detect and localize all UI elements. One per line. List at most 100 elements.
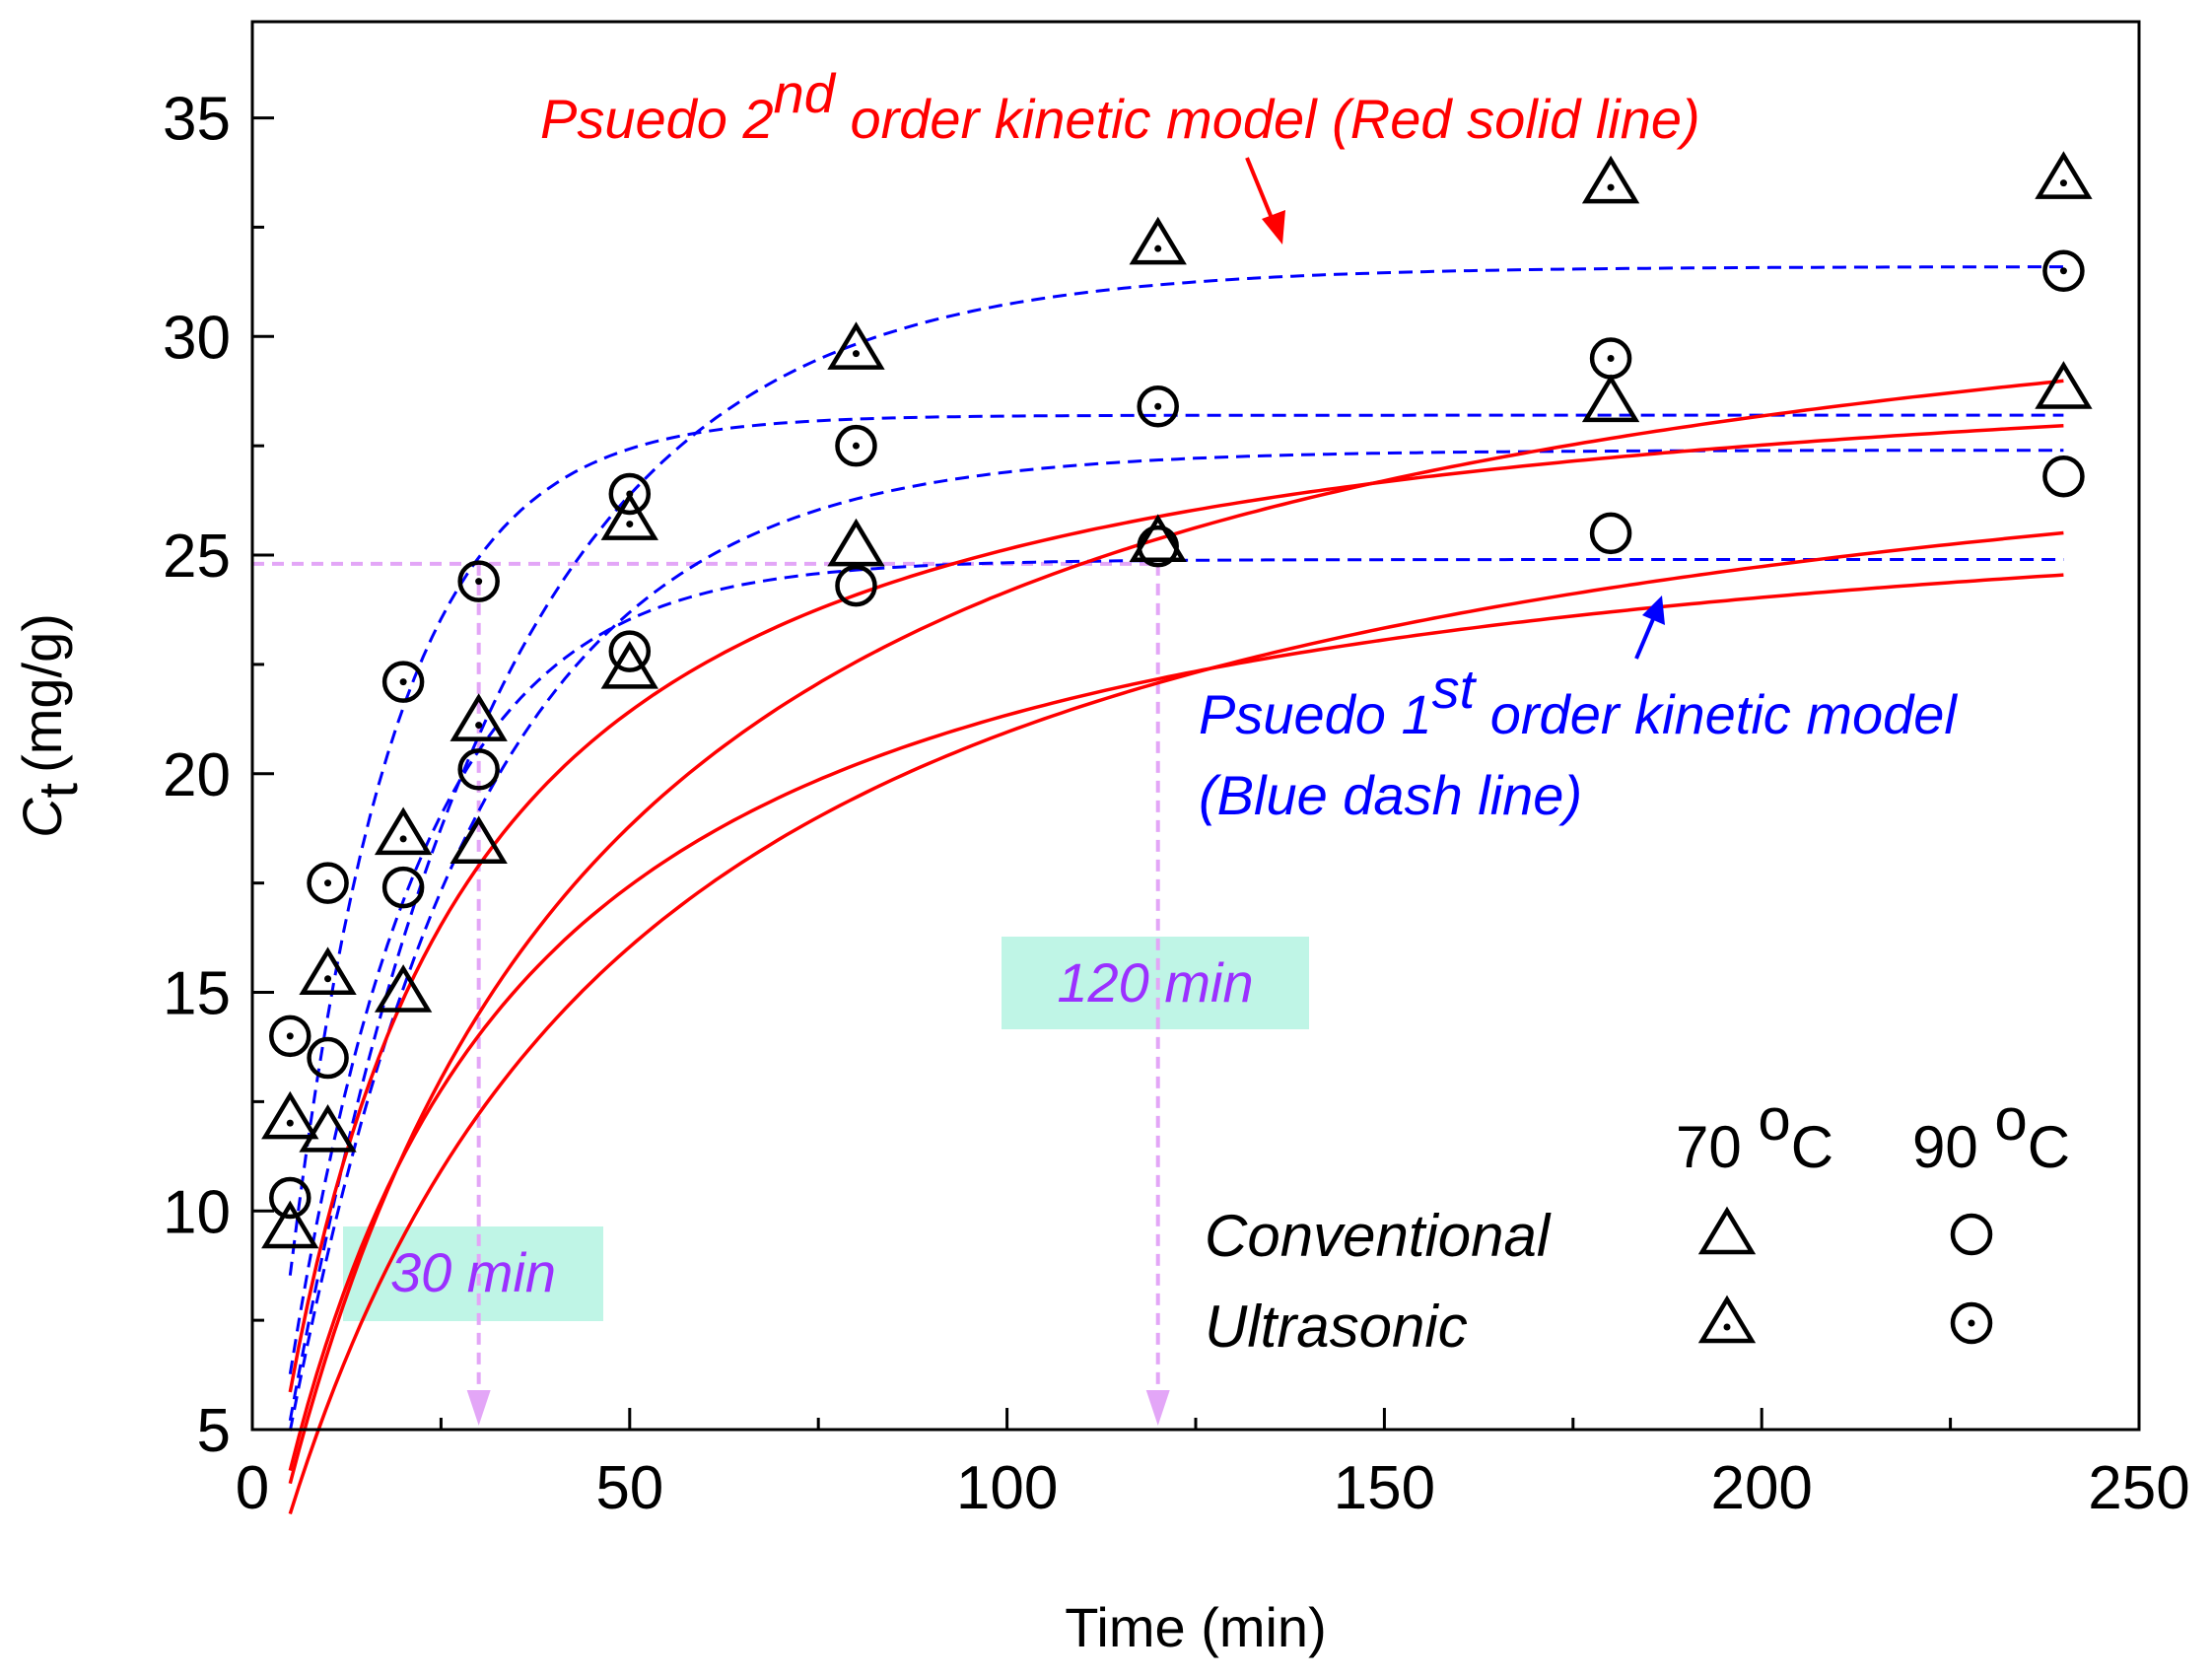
data-point xyxy=(449,815,508,864)
data-point xyxy=(600,492,658,540)
data-point xyxy=(299,1104,357,1153)
data-point-dot xyxy=(852,350,860,358)
pso-fit-line xyxy=(288,573,2064,1472)
legend-marker-triangle-dot-dot xyxy=(1723,1323,1731,1331)
y-tick-label: 20 xyxy=(163,741,231,809)
data-point-dot xyxy=(475,722,483,730)
data-point xyxy=(457,560,500,602)
blue-arrow-shaft xyxy=(1634,618,1655,660)
data-point xyxy=(449,693,508,741)
x-tick-label: 0 xyxy=(236,1454,269,1522)
legend-90-num: 90 xyxy=(1912,1114,1994,1180)
data-point-dot xyxy=(1607,183,1615,191)
data-point xyxy=(381,661,425,703)
y-tick-label: 25 xyxy=(163,523,231,591)
data-point xyxy=(2035,361,2093,409)
y-axis-title-main: C xyxy=(11,798,73,838)
data-point xyxy=(374,964,433,1013)
data-point xyxy=(261,1090,319,1140)
x-tick-label: 150 xyxy=(1334,1454,1435,1522)
data-point xyxy=(307,1036,349,1080)
x-axis-ticks: 0 50 100 150 200 250 xyxy=(236,1408,2190,1522)
data-point-dot xyxy=(852,442,860,450)
legend-marker-circle xyxy=(1950,1213,1993,1256)
data-point xyxy=(1589,512,1632,555)
y-axis-title-unit: (mg/g) xyxy=(11,613,73,773)
data-point-dot xyxy=(1154,402,1162,410)
blue-annotation-sup: st xyxy=(1432,658,1478,720)
box-120min xyxy=(1002,937,1309,1029)
data-point-dot xyxy=(1154,245,1162,252)
x-tick-label: 200 xyxy=(1710,1454,1812,1522)
blue-arrow-head xyxy=(1642,595,1665,625)
x-tick-label: 50 xyxy=(595,1454,663,1522)
data-point xyxy=(1581,155,1640,204)
data-point xyxy=(381,866,425,909)
data-point-dot xyxy=(1607,354,1615,362)
data-point-dot xyxy=(626,490,634,498)
data-point-dot xyxy=(2059,267,2067,275)
data-point xyxy=(1581,374,1640,423)
data-point xyxy=(1137,385,1179,428)
legend-marker-triangle-dot xyxy=(1697,1295,1757,1344)
blue-annotation: Psuedo 1st order kinetic model xyxy=(1199,658,1958,745)
legend-marker-circle-dot-dot xyxy=(1968,1319,1975,1327)
blue-annotation-pre: Psuedo 1 xyxy=(1199,683,1432,745)
legend-row-ultrasonic: Ultrasonic xyxy=(1205,1294,1468,1360)
x-axis-title: Time (min) xyxy=(1065,1596,1326,1658)
legend-marker-triangle xyxy=(1697,1206,1757,1255)
pso-fit-line xyxy=(288,379,2064,1485)
y-tick-label: 30 xyxy=(163,304,231,372)
data-point-dot xyxy=(399,835,407,843)
data-point xyxy=(608,630,652,672)
data-point xyxy=(299,946,357,996)
red-annotation-pre: Psuedo 2 xyxy=(540,88,774,150)
data-point-dot xyxy=(475,578,483,586)
legend-markers xyxy=(1697,1206,1993,1345)
x-tick-label: 100 xyxy=(956,1454,1058,1522)
red-annotation-sup: nd xyxy=(774,62,837,124)
red-arrow-shaft xyxy=(1245,157,1276,224)
data-point xyxy=(457,748,500,791)
data-point xyxy=(269,1176,311,1220)
data-markers xyxy=(261,151,2093,1249)
legend-row-conventional: Conventional xyxy=(1205,1203,1552,1269)
data-point xyxy=(827,518,885,567)
legend-marker-circle-dot xyxy=(1950,1301,1993,1345)
data-point xyxy=(827,321,885,370)
data-point xyxy=(835,424,877,467)
data-point xyxy=(2042,455,2085,498)
legend-col-70: 70 oC xyxy=(1676,1086,1833,1180)
pfo-fit-line xyxy=(288,449,2064,1432)
data-point-dot xyxy=(324,975,332,983)
y-axis-title-sub: t xyxy=(27,782,89,798)
data-point-dot xyxy=(2059,179,2067,187)
blue-annotation-post: order kinetic model xyxy=(1475,683,1958,745)
legend-90-unit: C xyxy=(2028,1114,2070,1180)
box-30min xyxy=(343,1226,603,1321)
data-point xyxy=(2035,151,2093,199)
legend-70-unit: C xyxy=(1791,1114,1833,1180)
reference-arrow-head xyxy=(1145,1390,1170,1426)
y-tick-label: 5 xyxy=(197,1397,231,1465)
y-tick-label: 35 xyxy=(163,86,231,154)
legend-70-deg: o xyxy=(1758,1086,1790,1153)
legend-col-90: 90 oC xyxy=(1912,1086,2070,1180)
legend: 70 oC 90 oC Conventional Ultrasonic xyxy=(1205,1086,2070,1360)
data-point xyxy=(1137,525,1179,568)
y-tick-label: 15 xyxy=(163,960,231,1028)
y-axis-ticks: 5 10 15 20 25 30 35 xyxy=(163,86,274,1465)
data-point xyxy=(1129,514,1187,562)
reference-arrow-head xyxy=(466,1390,491,1426)
pso-fit-line xyxy=(288,530,2064,1515)
legend-90-deg: o xyxy=(1994,1086,2027,1153)
label-30min: 30 min xyxy=(390,1241,556,1303)
data-point xyxy=(1589,337,1632,380)
data-point-dot xyxy=(286,1032,294,1040)
pseudo-second-order-curves xyxy=(288,379,2064,1515)
pso-fit-line xyxy=(288,424,2064,1393)
svg-text:Ct(mg/g): Ct (mg/g) xyxy=(11,613,89,838)
red-arrow-head xyxy=(1262,210,1285,245)
red-annotation: Psuedo 2nd order kinetic model (Red soli… xyxy=(540,62,1700,150)
